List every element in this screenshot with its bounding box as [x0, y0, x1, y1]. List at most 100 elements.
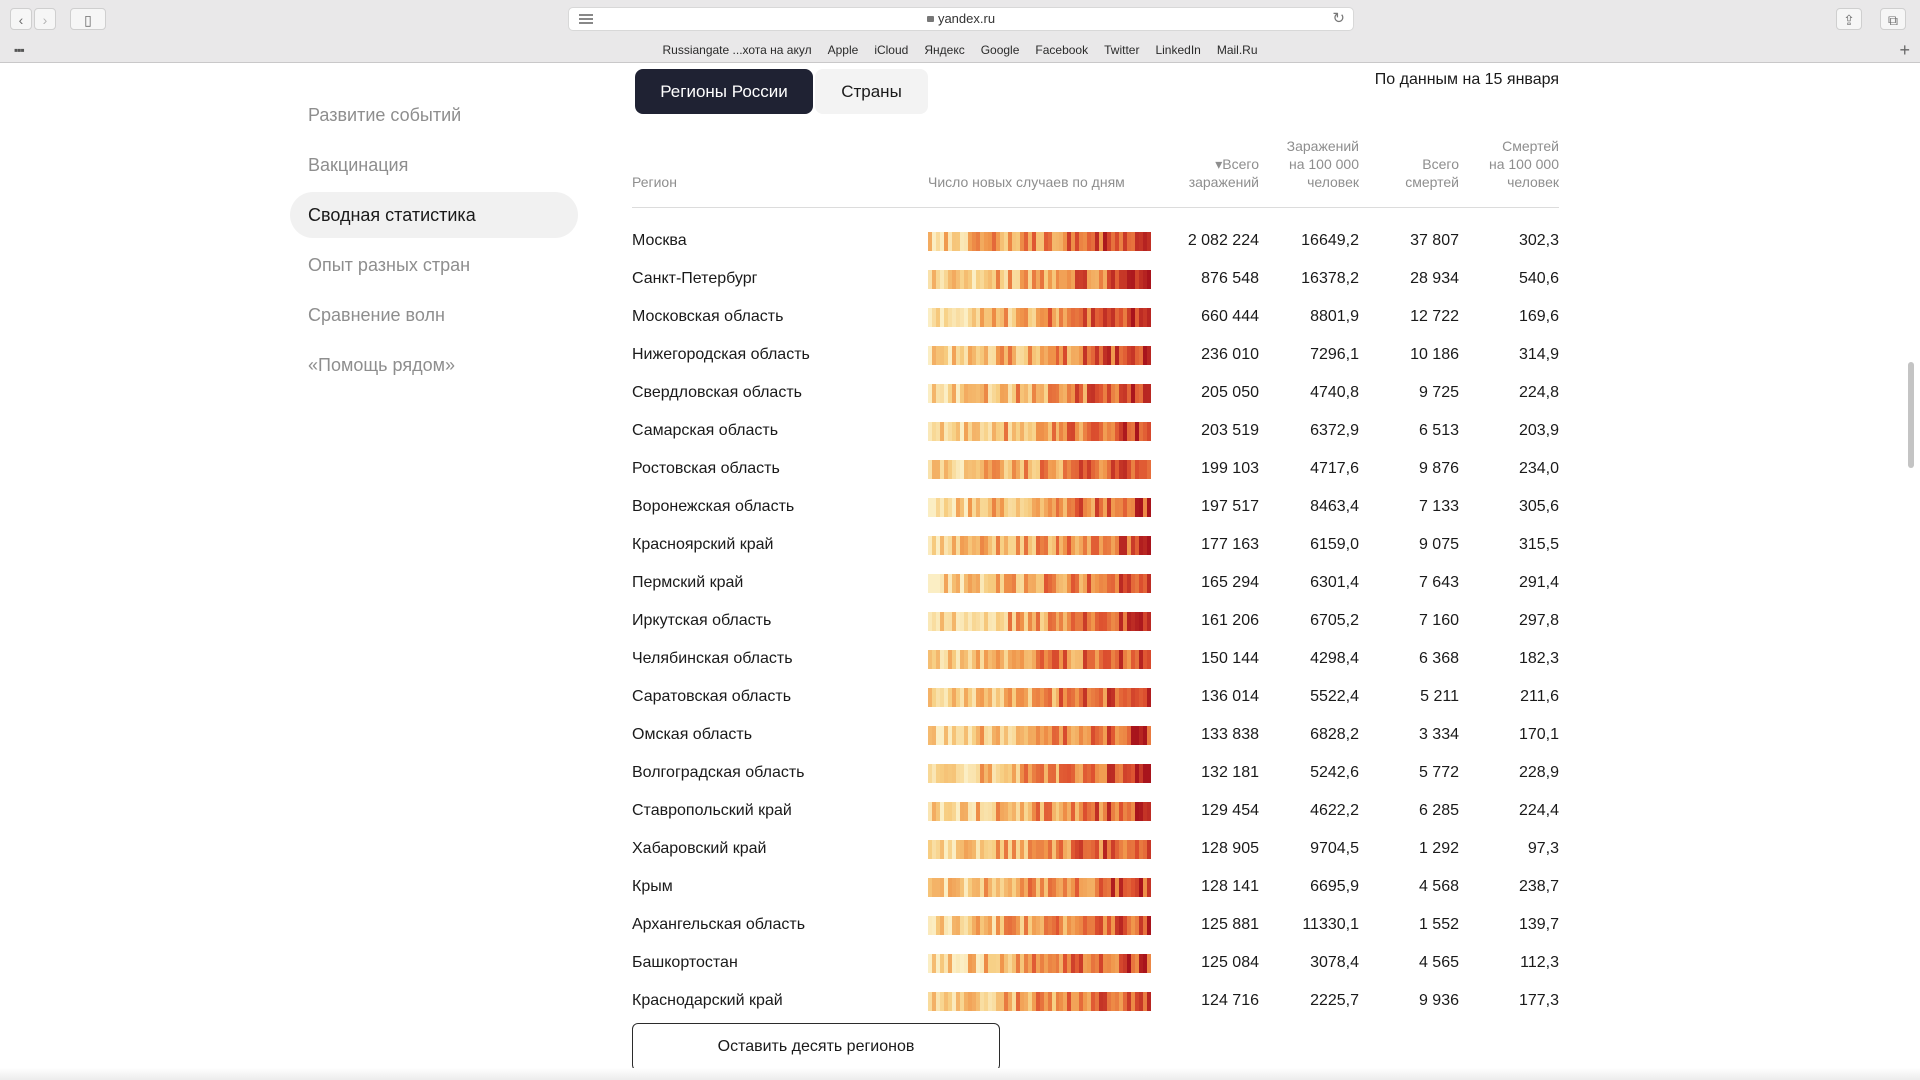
total-cases: 876 548: [1201, 270, 1259, 287]
show-ten-regions-button[interactable]: Оставить десять регионов: [632, 1023, 1000, 1071]
sidebar-item[interactable]: Сводная статистика: [290, 192, 578, 238]
heatmap-cell: [931, 422, 936, 441]
forward-icon[interactable]: ›: [34, 8, 56, 30]
table-row[interactable]: Свердловская область 205 050 4740,8 9 725 22…: [632, 374, 1559, 412]
sidebar-item[interactable]: Сравнение волн: [308, 305, 445, 325]
total-cases: 136 014: [1201, 688, 1259, 705]
heatmap-cell: [935, 384, 940, 403]
table-row[interactable]: Воронежская область 197 517 8463,4 7 133 305…: [632, 488, 1559, 526]
table-row[interactable]: Краснодарский край 124 716 2225,7 9 936 177,…: [632, 982, 1559, 1020]
heatmap-cell: [971, 688, 976, 707]
grid-icon[interactable]: ▪▪▪: [14, 43, 25, 57]
sidebar-item[interactable]: «Помощь рядом»: [308, 355, 455, 375]
heatmap-cell: [975, 574, 980, 593]
heatmap-cell: [1091, 308, 1096, 327]
table-row[interactable]: Красноярский край 177 163 6159,0 9 075 315,5: [632, 526, 1559, 564]
table-row[interactable]: Санкт-Петербург 876 548 16378,2 28 934 540,6: [632, 260, 1559, 298]
heatmap-cell: [935, 232, 940, 251]
heatmap-cell: [1083, 688, 1088, 707]
heatmap-cell: [1055, 346, 1060, 365]
favorite-link[interactable]: Google: [980, 43, 1020, 57]
tabs-overview-icon[interactable]: ⧉: [1880, 8, 1906, 30]
reader-icon[interactable]: [579, 14, 593, 24]
col-cases-per-100k-header[interactable]: Заражений на 100 000 человек: [1239, 137, 1359, 191]
heatmap-cell: [1091, 460, 1096, 479]
heatmap-cell: [959, 954, 964, 973]
table-row[interactable]: Омская область 133 838 6828,2 3 334 170,1: [632, 716, 1559, 754]
page-scrollbar[interactable]: [1908, 362, 1914, 468]
heatmap-cell: [1007, 726, 1012, 745]
back-icon[interactable]: ‹: [10, 8, 32, 30]
favorite-link[interactable]: Facebook: [1035, 43, 1089, 57]
heatmap-cell: [991, 802, 996, 821]
sidebar-item[interactable]: Развитие событий: [308, 105, 462, 125]
col-region-header[interactable]: Регион: [632, 174, 677, 190]
favorite-link[interactable]: LinkedIn: [1155, 43, 1201, 57]
favorite-link[interactable]: Russiangate ...хота на акул: [662, 43, 812, 57]
reload-icon[interactable]: ↻: [1332, 10, 1345, 27]
heatmap-cell: [931, 270, 936, 289]
col-deaths-per-100k-header[interactable]: Смертей на 100 000 человек: [1439, 137, 1559, 191]
heatmap-cell: [1147, 764, 1152, 783]
table-row[interactable]: Волгоградская область 132 181 5242,6 5 772 2…: [632, 754, 1559, 792]
heatmap-cell: [1083, 650, 1088, 669]
heatmap-cell: [1095, 688, 1100, 707]
favorite-link[interactable]: Twitter: [1104, 43, 1140, 57]
heatmap-cell: [979, 878, 984, 897]
col-total-deaths-header[interactable]: Всего смертей: [1339, 155, 1459, 191]
heatmap-cell: [1063, 498, 1068, 517]
heatmap-cell: [1007, 498, 1012, 517]
heatmap-cell: [1043, 650, 1048, 669]
heatmap-cell: [1107, 574, 1112, 593]
col-total-cases-header[interactable]: ▾Всего заражений: [1139, 155, 1259, 191]
table-row[interactable]: Хабаровский край 128 905 9704,5 1 292 97,3: [632, 830, 1559, 868]
address-bar[interactable]: yandex.ru ↻: [568, 7, 1354, 31]
heatmap-cell: [1063, 802, 1068, 821]
heatmap-cell: [1143, 612, 1148, 631]
table-row[interactable]: Башкортостан 125 084 3078,4 4 565 112,3: [632, 944, 1559, 982]
favorite-link[interactable]: Яндекс: [924, 43, 965, 57]
tab-regions[interactable]: Регионы России: [635, 69, 813, 114]
cases-per-100k: 11330,1: [1302, 916, 1359, 933]
heatmap-cell: [979, 726, 984, 745]
table-row[interactable]: Крым 128 141 6695,9 4 568 238,7: [632, 868, 1559, 906]
daily-cases-heatmap: [928, 270, 1152, 289]
sidebar-item[interactable]: Опыт разных стран: [308, 255, 471, 275]
share-icon[interactable]: ⇪: [1836, 8, 1862, 30]
heatmap-cell: [1051, 232, 1056, 251]
heatmap-cell: [1143, 878, 1148, 897]
table-row[interactable]: Московская область 660 444 8801,9 12 722 169…: [632, 298, 1559, 336]
table-row[interactable]: Самарская область 203 519 6372,9 6 513 203,9: [632, 412, 1559, 450]
heatmap-cell: [943, 346, 948, 365]
table-row[interactable]: Ставропольский край 129 454 4622,2 6 285 224…: [632, 792, 1559, 830]
table-row[interactable]: Нижегородская область 236 010 7296,1 10 186…: [632, 336, 1559, 374]
heatmap-cell: [1019, 536, 1024, 555]
favorite-link[interactable]: Mail.Ru: [1216, 43, 1258, 57]
daily-cases-heatmap: [928, 346, 1152, 365]
heatmap-cell: [1139, 688, 1144, 707]
sidebar-item[interactable]: Вакцинация: [308, 155, 409, 175]
heatmap-cell: [975, 612, 980, 631]
heatmap-cell: [991, 688, 996, 707]
table-row[interactable]: Москва 2 082 224 16649,2 37 807 302,3: [632, 222, 1559, 260]
table-row[interactable]: Иркутская область 161 206 6705,2 7 160 297,8: [632, 602, 1559, 640]
sidebar-toggle-icon[interactable]: ▯: [70, 8, 106, 30]
heatmap-cell: [1011, 992, 1016, 1011]
heatmap-cell: [1079, 498, 1084, 517]
table-row[interactable]: Пермский край 165 294 6301,4 7 643 291,4: [632, 564, 1559, 602]
table-row[interactable]: Архангельская область 125 881 11330,1 1 552…: [632, 906, 1559, 944]
table-row[interactable]: Саратовская область 136 014 5522,4 5 211 211…: [632, 678, 1559, 716]
table-row[interactable]: Челябинская область 150 144 4298,4 6 368 182…: [632, 640, 1559, 678]
heatmap-cell: [1059, 232, 1064, 251]
heatmap-cell: [1135, 384, 1140, 403]
heatmap-cell: [971, 650, 976, 669]
favorite-link[interactable]: iCloud: [874, 43, 909, 57]
heatmap-cell: [1071, 270, 1076, 289]
table-row[interactable]: Ростовская область 199 103 4717,6 9 876 234,…: [632, 450, 1559, 488]
tab-countries[interactable]: Страны: [815, 69, 928, 114]
new-tab-icon[interactable]: +: [1899, 40, 1910, 60]
favorite-link[interactable]: Apple: [827, 43, 859, 57]
heatmap-cell: [928, 460, 932, 479]
heatmap-cell: [1119, 878, 1124, 897]
heatmap-cell: [1143, 308, 1148, 327]
